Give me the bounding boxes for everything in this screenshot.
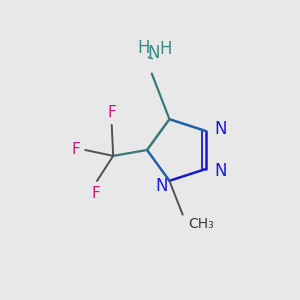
Text: N: N bbox=[214, 121, 226, 139]
Text: N: N bbox=[148, 44, 160, 62]
Text: F: F bbox=[108, 105, 117, 120]
Text: N: N bbox=[155, 177, 167, 195]
Text: F: F bbox=[72, 142, 80, 158]
Text: F: F bbox=[91, 186, 100, 201]
Text: CH₃: CH₃ bbox=[188, 217, 214, 231]
Text: H: H bbox=[159, 40, 172, 58]
Text: H: H bbox=[138, 39, 150, 57]
Text: N: N bbox=[214, 161, 227, 179]
